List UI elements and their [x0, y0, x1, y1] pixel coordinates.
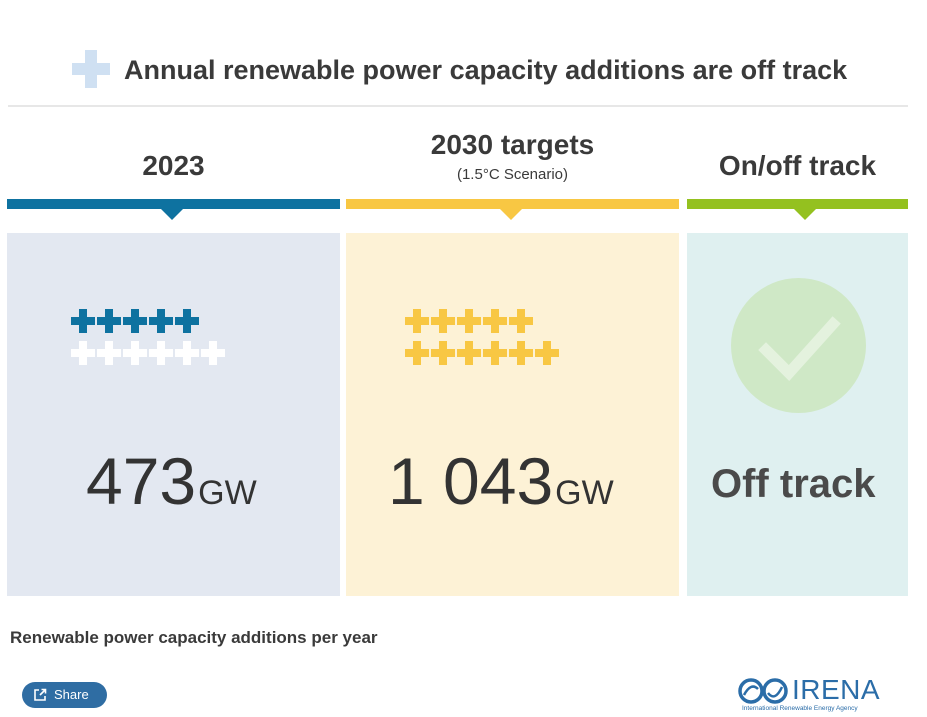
- cross-2030-filled-icon: [535, 341, 559, 365]
- cross-2023-filled-icon: [175, 309, 199, 333]
- panel-2030: [346, 233, 679, 596]
- check-circle: [731, 278, 866, 413]
- value-2023: 473GW: [86, 446, 257, 528]
- plus-icon: [72, 50, 110, 88]
- column-header-2030-targets: 2030 targets: [430, 129, 595, 160]
- cross-2030-filled-icon: [509, 341, 533, 365]
- cross-2030-filled-icon: [405, 341, 429, 365]
- value-2023-number: 473: [86, 444, 197, 518]
- panel-2023: [7, 233, 340, 596]
- cross-2023-empty-icon: [97, 341, 121, 365]
- column-notch-2023: [160, 208, 184, 220]
- cross-2023-empty-icon: [123, 341, 147, 365]
- cross-2030-filled-icon: [509, 309, 533, 333]
- title-divider: [8, 105, 908, 107]
- column-bar-2030: [346, 199, 679, 209]
- checkmark-icon: [758, 316, 841, 381]
- status-off-track: Off track: [711, 462, 876, 506]
- column-bar-2023: [7, 199, 340, 209]
- cross-2030-filled-icon: [483, 341, 507, 365]
- cross-2023-filled-icon: [97, 309, 121, 333]
- column-header-2023: 2023: [142, 150, 205, 181]
- cross-2030-filled-icon: [457, 309, 481, 333]
- cross-2023-empty-icon: [175, 341, 199, 365]
- chart-caption: Renewable power capacity additions per y…: [10, 628, 378, 647]
- cross-2023-empty-icon: [149, 341, 173, 365]
- cross-2023-filled-icon: [71, 309, 95, 333]
- share-label: Share: [54, 687, 89, 702]
- cross-2023-empty-icon: [201, 341, 225, 365]
- column-notch-2030: [499, 208, 523, 220]
- cross-2030-filled-icon: [431, 309, 455, 333]
- irena-logo-subtitle: International Renewable Energy Agency: [742, 705, 858, 712]
- cross-2030-filled-icon: [483, 309, 507, 333]
- title-row: Annual renewable power capacity addition…: [0, 48, 927, 92]
- column-bar-status: [687, 199, 908, 209]
- irena-logo-word: IRENA: [792, 674, 881, 705]
- irena-logo: IRENA International Renewable Energy Age…: [738, 674, 890, 714]
- page-title: Annual renewable power capacity addition…: [124, 55, 848, 85]
- cross-2023-filled-icon: [149, 309, 173, 333]
- share-button[interactable]: Share: [22, 682, 107, 708]
- cross-2023-empty-icon: [71, 341, 95, 365]
- share-icon: [34, 688, 47, 701]
- value-2030-unit: GW: [555, 474, 614, 512]
- cross-2030-filled-icon: [431, 341, 455, 365]
- column-subheader-scenario: (1.5°C Scenario): [456, 166, 569, 183]
- cross-2023-filled-icon: [123, 309, 147, 333]
- cross-2030-filled-icon: [457, 341, 481, 365]
- column-header-on-off-track: On/off track: [718, 150, 877, 181]
- cross-2030-filled-icon: [405, 309, 429, 333]
- irena-logo-mark-icon: [738, 678, 788, 704]
- value-2030: 1 043GW: [388, 446, 614, 528]
- value-2030-number: 1 043: [388, 444, 554, 518]
- value-2023-unit: GW: [198, 474, 257, 512]
- column-notch-status: [793, 208, 817, 220]
